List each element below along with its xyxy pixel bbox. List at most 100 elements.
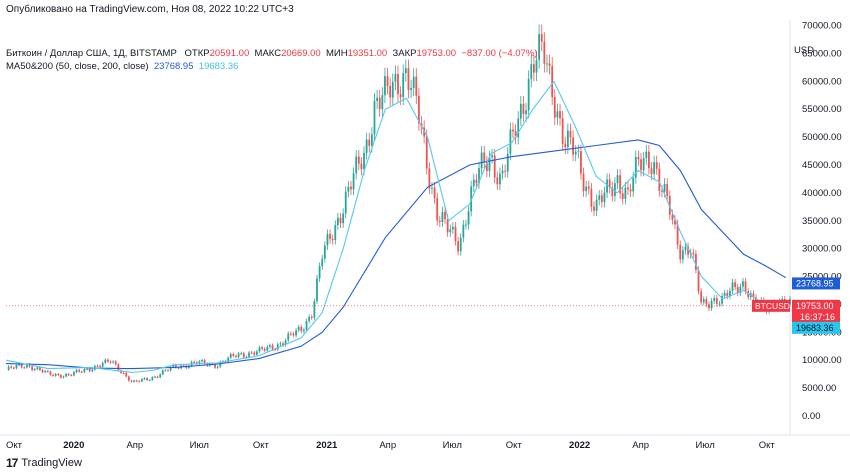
candle-body: [169, 366, 172, 371]
ma50-price-tag-bg: [792, 321, 840, 334]
x-tick-label: Июл: [695, 440, 714, 451]
candle-body: [556, 111, 559, 118]
ohlc-legend-row: Биткоин / Доллар США, 1Д, BITSTAMP ОТКР2…: [6, 47, 537, 60]
candle-body: [323, 245, 326, 259]
candle-body: [350, 186, 352, 190]
candle-body: [36, 367, 39, 370]
candle-body: [391, 81, 394, 98]
candle-body: [653, 162, 656, 175]
y-tick-label: 65000.00: [802, 48, 842, 59]
published-note: Опубликовано на TradingView.com, Ноя 08,…: [6, 4, 294, 15]
y-tick-label: 50000.00: [802, 132, 842, 143]
candle-body: [412, 76, 415, 88]
candle-body: [284, 340, 287, 345]
candle-body: [535, 59, 538, 73]
x-tick-label: Апр: [126, 440, 143, 451]
ma-title: MA50&200 (50, close, 200, close): [6, 61, 149, 72]
ma50-line: [5, 80, 786, 374]
change-value: −837.00 (−4.07%): [461, 48, 538, 59]
candle-body: [308, 316, 311, 322]
candle-body: [203, 360, 206, 364]
candle-body: [140, 379, 143, 382]
candle-body: [418, 95, 420, 124]
candle-body: [370, 134, 373, 146]
candle-body: [352, 173, 355, 190]
candle-body: [164, 370, 167, 372]
candle-body: [336, 217, 339, 226]
candle-body: [255, 351, 258, 355]
candle-body: [321, 258, 324, 267]
candle-body: [363, 152, 365, 170]
candle-body: [723, 292, 726, 296]
candle-body: [154, 376, 156, 378]
candle-body: [122, 372, 125, 374]
candle-body: [658, 168, 661, 191]
y-tick-label: 70000.00: [802, 21, 842, 32]
low-value: 19351.00: [347, 48, 388, 59]
candle-body: [174, 364, 177, 368]
candle-body: [634, 157, 637, 178]
candle-body: [587, 186, 590, 189]
candle-body: [650, 168, 653, 175]
candle-body: [57, 374, 60, 376]
low-label: МИН: [325, 48, 348, 59]
candle-body: [621, 193, 624, 199]
candle-body: [700, 291, 703, 303]
candle-body: [274, 349, 277, 351]
y-tick-label: 35000.00: [802, 216, 842, 227]
open-label: ОТКР: [184, 48, 210, 59]
candle-body: [300, 327, 303, 332]
candle-body: [112, 361, 115, 363]
candle-body: [582, 173, 585, 192]
candle-body: [227, 357, 230, 362]
candle-body: [386, 76, 389, 86]
candle-body: [744, 281, 747, 292]
candle-body: [742, 281, 744, 287]
candle-body: [198, 361, 201, 364]
candle-body: [642, 158, 645, 171]
candle-body: [627, 187, 629, 190]
tradingview-logo: 17 TradingView: [6, 456, 82, 470]
price-chart[interactable]: 0.005000.0010000.0015000.0020000.0025000…: [0, 20, 850, 455]
candle-body: [702, 299, 705, 303]
candle-body: [376, 97, 378, 102]
candle-body: [109, 361, 112, 363]
candle-body: [483, 152, 486, 163]
candle-body: [645, 151, 648, 159]
candle-body: [687, 246, 689, 255]
candle-body: [177, 367, 180, 369]
candle-body: [54, 374, 57, 376]
candle-body: [415, 76, 418, 96]
currency-label: USD: [793, 45, 814, 56]
candle-body: [708, 304, 710, 309]
y-tick-label: 30000.00: [802, 244, 842, 255]
candle-body: [62, 376, 65, 378]
candle-body: [266, 346, 269, 351]
candle-body: [593, 206, 595, 211]
candle-body: [133, 380, 135, 382]
candle-body: [240, 353, 243, 355]
candle-body: [151, 377, 154, 380]
candle-body: [193, 361, 196, 363]
candle-body: [261, 347, 264, 349]
candle-body: [20, 364, 23, 368]
candle-body: [33, 369, 36, 371]
x-tick-label: Окт: [253, 440, 270, 451]
high-label: МАКС: [254, 48, 282, 59]
candle-body: [522, 103, 525, 115]
candle-body: [431, 187, 433, 189]
candle-body: [229, 353, 232, 358]
candle-body: [491, 155, 493, 158]
y-tick-label: 25000.00: [802, 272, 842, 283]
x-tick-label: Апр: [379, 440, 396, 451]
candle-body: [46, 370, 49, 372]
candle-body: [600, 195, 603, 203]
candle-body: [316, 278, 318, 302]
candle-body: [271, 345, 274, 350]
candle-body: [313, 301, 316, 318]
y-tick-label: 40000.00: [802, 188, 842, 199]
symbol-tag: BTCUSD: [755, 301, 790, 311]
candle-body: [572, 137, 574, 155]
candle-body: [637, 157, 640, 160]
candle-body: [344, 191, 347, 214]
